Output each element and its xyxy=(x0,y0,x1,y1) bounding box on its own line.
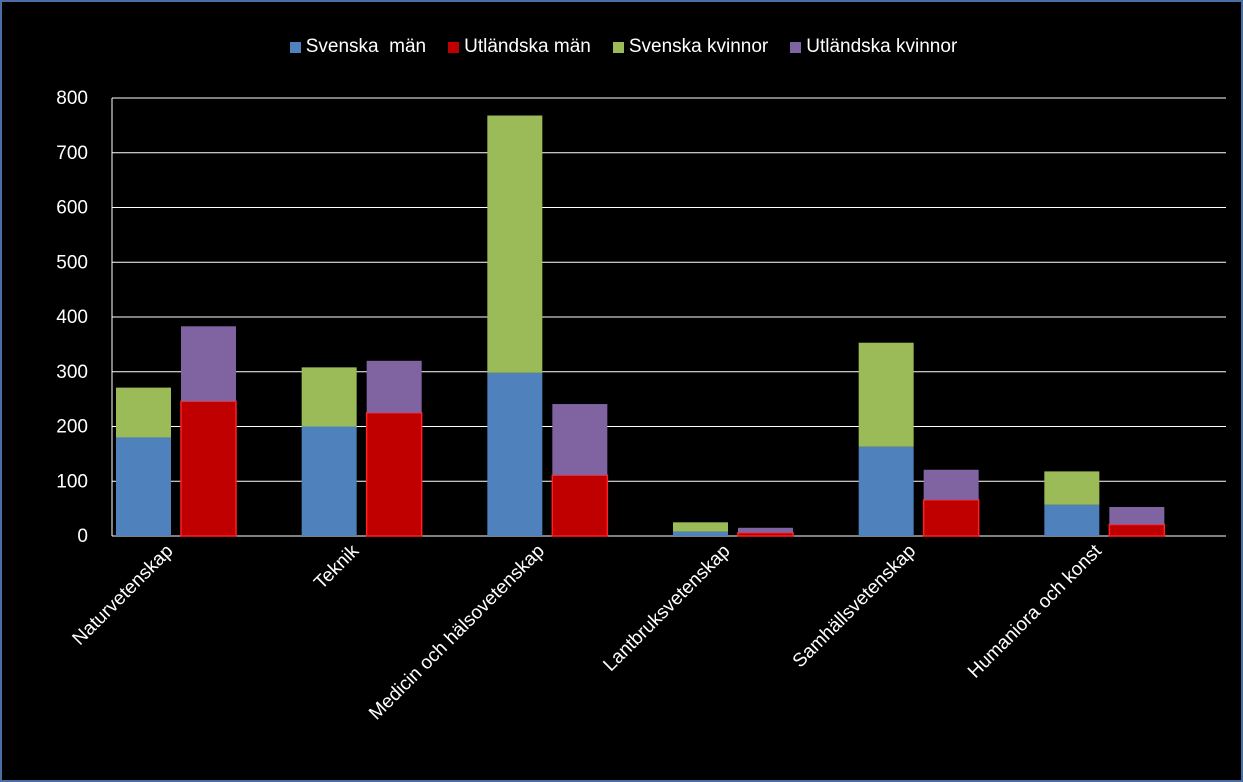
x-tick-label: Lantbruksvetenskap xyxy=(599,541,734,676)
bar-utlandska-series1-cat2 xyxy=(551,474,609,537)
y-tick-label: 300 xyxy=(56,362,88,383)
x-tick-label: Teknik xyxy=(310,540,363,593)
legend-item-svenska-man: Svenska män xyxy=(289,36,427,58)
x-tick-label: Medicin och hälsovetenskap xyxy=(365,541,549,725)
legend: Svenska män Utländska män Svenska kvinno… xyxy=(2,36,1243,58)
x-tick-label: Samhällsvetenskap xyxy=(789,541,920,672)
legend-label-svenska-kvinnor: Svenska kvinnor xyxy=(628,36,769,57)
bar-svenska-series2-cat5 xyxy=(1044,471,1100,505)
bar-svenska-series0-cat4 xyxy=(858,446,914,536)
bar-svenska-series0-cat1 xyxy=(301,426,357,536)
bar-svenska-series2-cat1 xyxy=(301,367,357,427)
legend-label-utlandska-kvinnor: Utländska kvinnor xyxy=(806,36,958,57)
y-tick-label: 0 xyxy=(77,526,88,547)
bar-svenska-series0-cat5 xyxy=(1044,504,1100,536)
bar-svenska-series2-cat3 xyxy=(673,522,728,532)
bar-svenska-series0-cat3 xyxy=(673,531,728,536)
legend-label-utlandska-man: Utländska män xyxy=(464,36,591,57)
y-tick-label: 400 xyxy=(56,307,88,328)
x-tick-label: Humaniora och konst xyxy=(964,540,1106,682)
bar-utlandska-series3-cat4 xyxy=(923,469,979,500)
bar-utlandska-series3-cat0 xyxy=(181,326,236,402)
x-tick-label: Naturvetenskap xyxy=(69,541,178,650)
y-tick-label: 100 xyxy=(56,471,88,492)
bar-utlandska-series3-cat3 xyxy=(738,527,793,533)
bar-utlandska-series1-cat4 xyxy=(922,499,980,537)
legend-swatch-svenska-man xyxy=(289,41,301,53)
y-tick-label: 500 xyxy=(56,252,88,273)
legend-swatch-utlandska-kvinnor xyxy=(790,41,802,53)
legend-item-svenska-kvinnor: Svenska kvinnor xyxy=(612,36,769,58)
bar-utlandska-series3-cat1 xyxy=(366,360,422,413)
legend-item-utlandska-man: Utländska män xyxy=(448,36,591,58)
bar-svenska-series2-cat0 xyxy=(116,387,171,438)
bar-utlandska-series3-cat5 xyxy=(1109,506,1165,525)
bar-utlandska-series1-cat3 xyxy=(737,531,794,537)
bar-utlandska-series1-cat0 xyxy=(180,400,237,537)
y-tick-label: 600 xyxy=(56,198,88,219)
legend-label-svenska-man: Svenska män xyxy=(305,36,427,57)
bar-utlandska-series1-cat5 xyxy=(1108,523,1166,537)
bar-svenska-series2-cat2 xyxy=(487,115,543,373)
legend-item-utlandska-kvinnor: Utländska kvinnor xyxy=(790,36,957,58)
bar-svenska-series0-cat0 xyxy=(116,437,171,536)
bar-svenska-series2-cat4 xyxy=(858,342,914,447)
y-tick-label: 700 xyxy=(56,143,88,164)
legend-swatch-svenska-kvinnor xyxy=(612,41,624,53)
bar-svenska-series0-cat2 xyxy=(487,372,543,536)
y-tick-label: 200 xyxy=(56,417,88,438)
bar-utlandska-series1-cat1 xyxy=(365,412,423,537)
bar-utlandska-series3-cat2 xyxy=(552,404,608,476)
y-tick-label: 800 xyxy=(56,88,88,109)
legend-swatch-utlandska-man xyxy=(448,41,460,53)
